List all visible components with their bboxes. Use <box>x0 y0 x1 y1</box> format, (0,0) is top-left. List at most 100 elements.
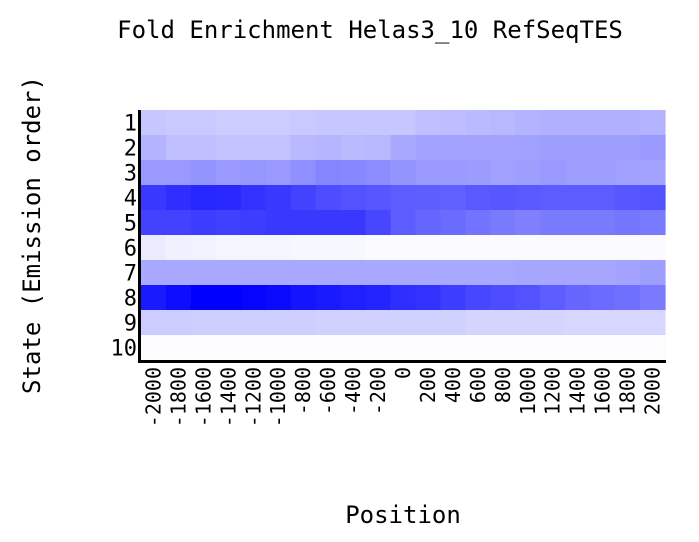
heatmap-cell <box>290 285 317 311</box>
heatmap-cell <box>190 110 217 136</box>
heatmap-cell <box>440 285 466 311</box>
heatmap-cell <box>390 335 417 361</box>
heatmap-cell <box>165 185 192 211</box>
heatmap-cell <box>365 235 392 261</box>
heatmap-cell <box>515 110 541 136</box>
heatmap-cell <box>215 260 242 286</box>
heatmap-cell <box>190 260 217 286</box>
x-axis-label: Position <box>345 501 461 529</box>
heatmap-cell <box>465 260 491 286</box>
heatmap-cell <box>440 185 466 211</box>
heatmap-cell <box>515 160 541 186</box>
heatmap-cell <box>490 110 516 136</box>
heatmap-cell <box>490 185 516 211</box>
heatmap-cell <box>615 335 641 361</box>
heatmap-cell <box>290 260 317 286</box>
x-tick-label: 2000 <box>641 367 665 415</box>
heatmap-cell <box>215 235 242 261</box>
heatmap-cell <box>515 135 541 161</box>
heatmap-cell <box>190 185 217 211</box>
x-tick-label: 1200 <box>541 367 565 415</box>
heatmap-cell <box>165 285 192 311</box>
heatmap-cell <box>465 160 491 186</box>
heatmap-cell <box>440 335 466 361</box>
heatmap-cell <box>590 285 616 311</box>
heatmap-cell <box>465 185 491 211</box>
heatmap-cell <box>215 135 242 161</box>
heatmap-cell <box>640 185 666 211</box>
heatmap-cell <box>415 310 442 336</box>
heatmap-cell <box>640 335 666 361</box>
heatmap-cell <box>141 185 167 211</box>
heatmap-cell <box>490 310 516 336</box>
heatmap-cell <box>141 110 167 136</box>
heatmap-cell <box>315 260 342 286</box>
heatmap-cell <box>340 210 367 236</box>
heatmap-cell <box>615 310 641 336</box>
heatmap-cell <box>365 310 392 336</box>
y-tick-label: 4 <box>124 187 137 212</box>
heatmap-cell <box>290 235 317 261</box>
heatmap-cell <box>615 135 641 161</box>
heatmap-cell <box>565 285 591 311</box>
heatmap-cell <box>240 310 267 336</box>
heatmap-cell <box>590 260 616 286</box>
heatmap-cell <box>615 210 641 236</box>
heatmap-cell <box>640 285 666 311</box>
heatmap-cell <box>490 260 516 286</box>
heatmap-cell <box>640 235 666 261</box>
heatmap-cell <box>190 335 217 361</box>
heatmap-cell <box>315 335 342 361</box>
heatmap-cell <box>540 335 566 361</box>
heatmap-cell <box>165 235 192 261</box>
heatmap-cell <box>190 160 217 186</box>
heatmap-cell <box>490 235 516 261</box>
y-tick-label: 6 <box>124 237 137 262</box>
x-tick-label: -400 <box>341 367 365 415</box>
heatmap-cell <box>390 185 417 211</box>
heatmap-cell <box>640 135 666 161</box>
heatmap-cell <box>141 210 167 236</box>
heatmap-cell <box>215 185 242 211</box>
heatmap-cell <box>265 285 292 311</box>
heatmap-cell <box>565 310 591 336</box>
x-tick-label: 1600 <box>591 367 615 415</box>
heatmap-cell <box>415 110 442 136</box>
heatmap-cell <box>590 185 616 211</box>
heatmap-cell <box>390 235 417 261</box>
heatmap-cell <box>265 335 292 361</box>
heatmap-cell <box>615 260 641 286</box>
heatmap-cell <box>465 110 491 136</box>
heatmap-cells <box>141 110 666 361</box>
heatmap-cell <box>340 160 367 186</box>
heatmap-cell <box>290 135 317 161</box>
y-tick-label: 1 <box>124 112 137 137</box>
heatmap-cell <box>165 160 192 186</box>
x-tick-label: -200 <box>366 367 390 415</box>
x-tick-label: -800 <box>291 367 315 415</box>
heatmap-cell <box>515 335 541 361</box>
heatmap-cell <box>240 335 267 361</box>
heatmap-cell <box>340 310 367 336</box>
heatmap-cell <box>540 160 566 186</box>
heatmap-cell <box>315 235 342 261</box>
heatmap-cell <box>415 235 442 261</box>
heatmap-cell <box>315 210 342 236</box>
heatmap-cell <box>365 110 392 136</box>
heatmap-cell <box>240 185 267 211</box>
heatmap-cell <box>515 210 541 236</box>
heatmap-cell <box>315 110 342 136</box>
heatmap-cell <box>141 260 167 286</box>
heatmap-cell <box>540 235 566 261</box>
heatmap-cell <box>565 185 591 211</box>
heatmap-cell <box>540 185 566 211</box>
x-tick-label: -1600 <box>191 367 215 427</box>
heatmap-cell <box>490 210 516 236</box>
x-tick-label: -1800 <box>166 367 190 427</box>
heatmap-cell <box>340 110 367 136</box>
x-tick-label: 400 <box>441 367 465 403</box>
heatmap-cell <box>265 160 292 186</box>
heatmap-cell <box>240 285 267 311</box>
